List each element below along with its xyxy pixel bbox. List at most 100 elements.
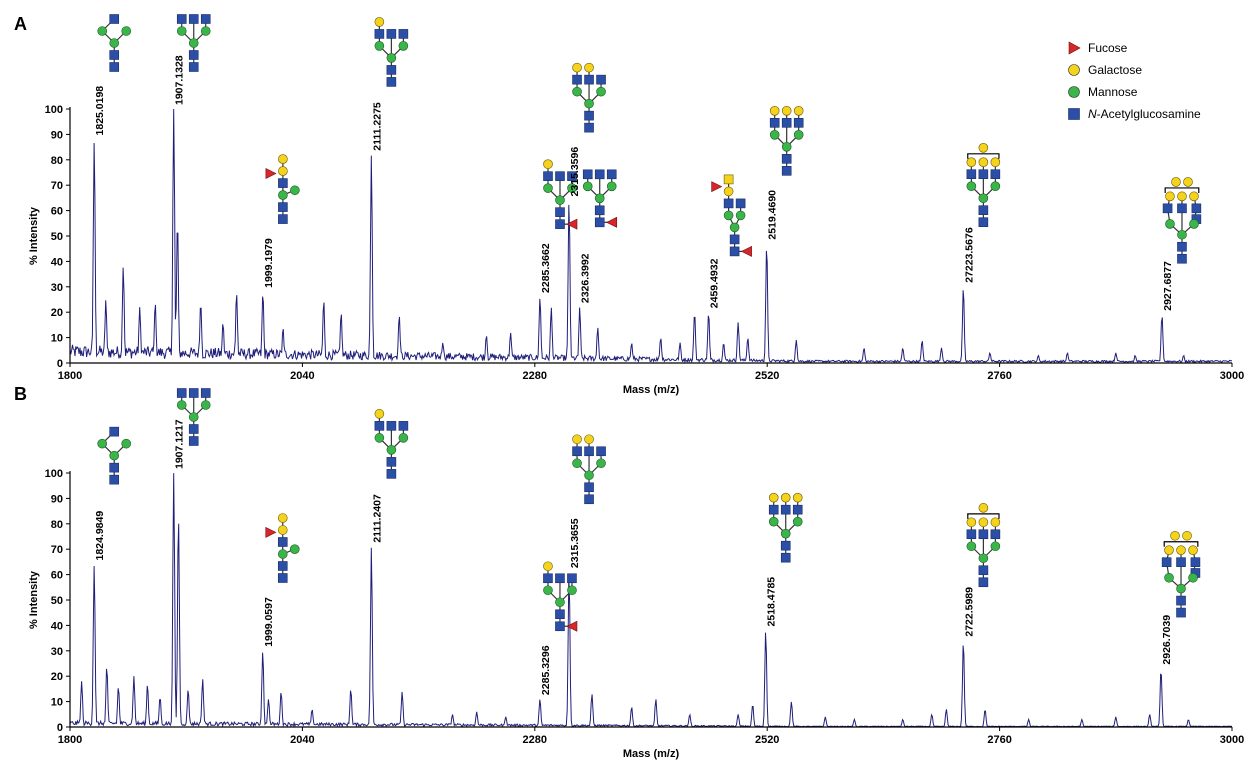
mannose-icon	[584, 470, 594, 481]
mannose-icon	[121, 26, 132, 36]
galactose-icon	[1165, 191, 1175, 202]
galactose-icon	[1171, 177, 1181, 187]
glcnac-icon	[543, 171, 553, 181]
legend-label: Galactose	[1088, 63, 1142, 77]
y-tick-label: 30	[51, 646, 63, 658]
glcnac-icon	[398, 421, 409, 431]
peak-label: 2519.4690	[767, 190, 779, 240]
glcnac-icon	[386, 65, 397, 75]
glcnac-icon	[278, 178, 288, 188]
glcnac-icon	[781, 166, 792, 176]
peak-label: 2315.3655	[569, 518, 581, 568]
glcnac-icon	[584, 110, 594, 121]
glcnac-icon	[200, 14, 211, 24]
glcnac-icon	[978, 577, 989, 588]
mannose-icon	[398, 41, 409, 51]
mannose-icon	[374, 41, 385, 51]
glcnac-icon	[780, 552, 791, 563]
mannose-icon	[990, 541, 1001, 552]
glcnac-icon	[277, 561, 288, 571]
y-tick-label: 10	[51, 697, 63, 709]
glcnac-icon	[188, 62, 199, 72]
glcnac-icon	[780, 540, 791, 551]
glcnac-icon	[109, 50, 120, 60]
glcnac-icon	[572, 74, 582, 85]
galactose-icon	[966, 157, 977, 167]
galactose-icon	[792, 492, 803, 503]
mannose-icon	[723, 210, 734, 221]
glcnac-icon	[584, 494, 594, 505]
galactose-icon	[572, 434, 582, 445]
mannose-icon	[594, 193, 605, 204]
peak-label: 2459.4932	[709, 258, 721, 308]
legend-label: Fucose	[1088, 41, 1128, 55]
galactose-icon	[990, 517, 1001, 528]
y-axis-title: % Intensity	[28, 570, 40, 629]
glcnac-icon	[793, 118, 804, 128]
glcnac-icon	[555, 573, 565, 584]
galactose-icon	[278, 166, 288, 176]
panel-letter: A	[14, 14, 27, 34]
glcnac-icon	[990, 529, 1001, 540]
glcnac-icon	[1161, 557, 1172, 567]
galactose-icon	[768, 492, 779, 503]
glycan-structure-icon	[769, 106, 804, 176]
mannose-icon	[555, 597, 565, 608]
glcnac-icon	[596, 446, 606, 457]
glcnac-icon	[729, 246, 740, 257]
mannose-icon	[1177, 229, 1187, 240]
y-tick-label: 60	[51, 570, 63, 582]
glycan-structure-icon	[572, 62, 606, 133]
glcnac-icon	[966, 169, 977, 179]
glcnac-icon	[188, 14, 199, 24]
y-tick-label: 40	[51, 620, 63, 632]
mannose-icon	[729, 222, 740, 233]
glycan-structure-icon	[711, 174, 752, 257]
galactose-icon	[374, 409, 385, 419]
mannose-icon	[121, 438, 131, 449]
peak-label: 2518.4785	[766, 577, 778, 627]
glcnac-icon	[606, 169, 617, 180]
peak-label: 2722.5989	[963, 587, 975, 637]
square-legend-icon	[1068, 108, 1080, 120]
peak-label: 1907.1328	[174, 55, 186, 105]
galactose-icon	[572, 62, 582, 73]
glcnac-icon	[555, 621, 565, 632]
glcnac-icon	[1176, 557, 1186, 567]
glcnac-icon	[769, 118, 780, 128]
galactose-icon	[723, 186, 734, 197]
mannose-icon	[781, 142, 792, 152]
y-tick-label: 0	[57, 358, 63, 370]
glycan-structure-icon	[1161, 530, 1201, 618]
glcnac-icon	[109, 62, 120, 72]
glcnac-icon	[1190, 557, 1201, 567]
mannose-icon	[1176, 583, 1186, 594]
spectrum-trace	[69, 108, 1232, 364]
peak-label: 2111.2407	[371, 494, 383, 543]
peak-label: 2926.7039	[1161, 615, 1173, 665]
galactose-icon	[1182, 530, 1192, 541]
galnac-icon	[723, 174, 734, 185]
mannose-icon	[780, 528, 791, 539]
glcnac-icon	[594, 169, 605, 180]
y-tick-label: 30	[51, 282, 63, 294]
glcnac-icon	[176, 388, 187, 398]
galactose-icon	[543, 561, 553, 572]
mannose-icon	[978, 553, 989, 564]
glcnac-icon	[990, 169, 1001, 179]
mannose-icon	[567, 183, 577, 193]
glcnac-icon	[386, 77, 397, 87]
glcnac-icon	[1177, 241, 1187, 252]
peak-label: 2927.6877	[1162, 261, 1174, 311]
peak-label: 1907.1217	[174, 419, 186, 469]
mannose-icon	[567, 585, 577, 596]
glcnac-icon	[176, 14, 187, 24]
galactose-icon	[584, 434, 594, 445]
y-tick-label: 100	[45, 104, 63, 116]
glcnac-icon	[781, 154, 792, 164]
glcnac-icon	[584, 482, 594, 493]
glycan-structure-icon	[543, 561, 578, 632]
y-tick-label: 80	[51, 519, 63, 531]
fucose-icon	[566, 218, 578, 230]
